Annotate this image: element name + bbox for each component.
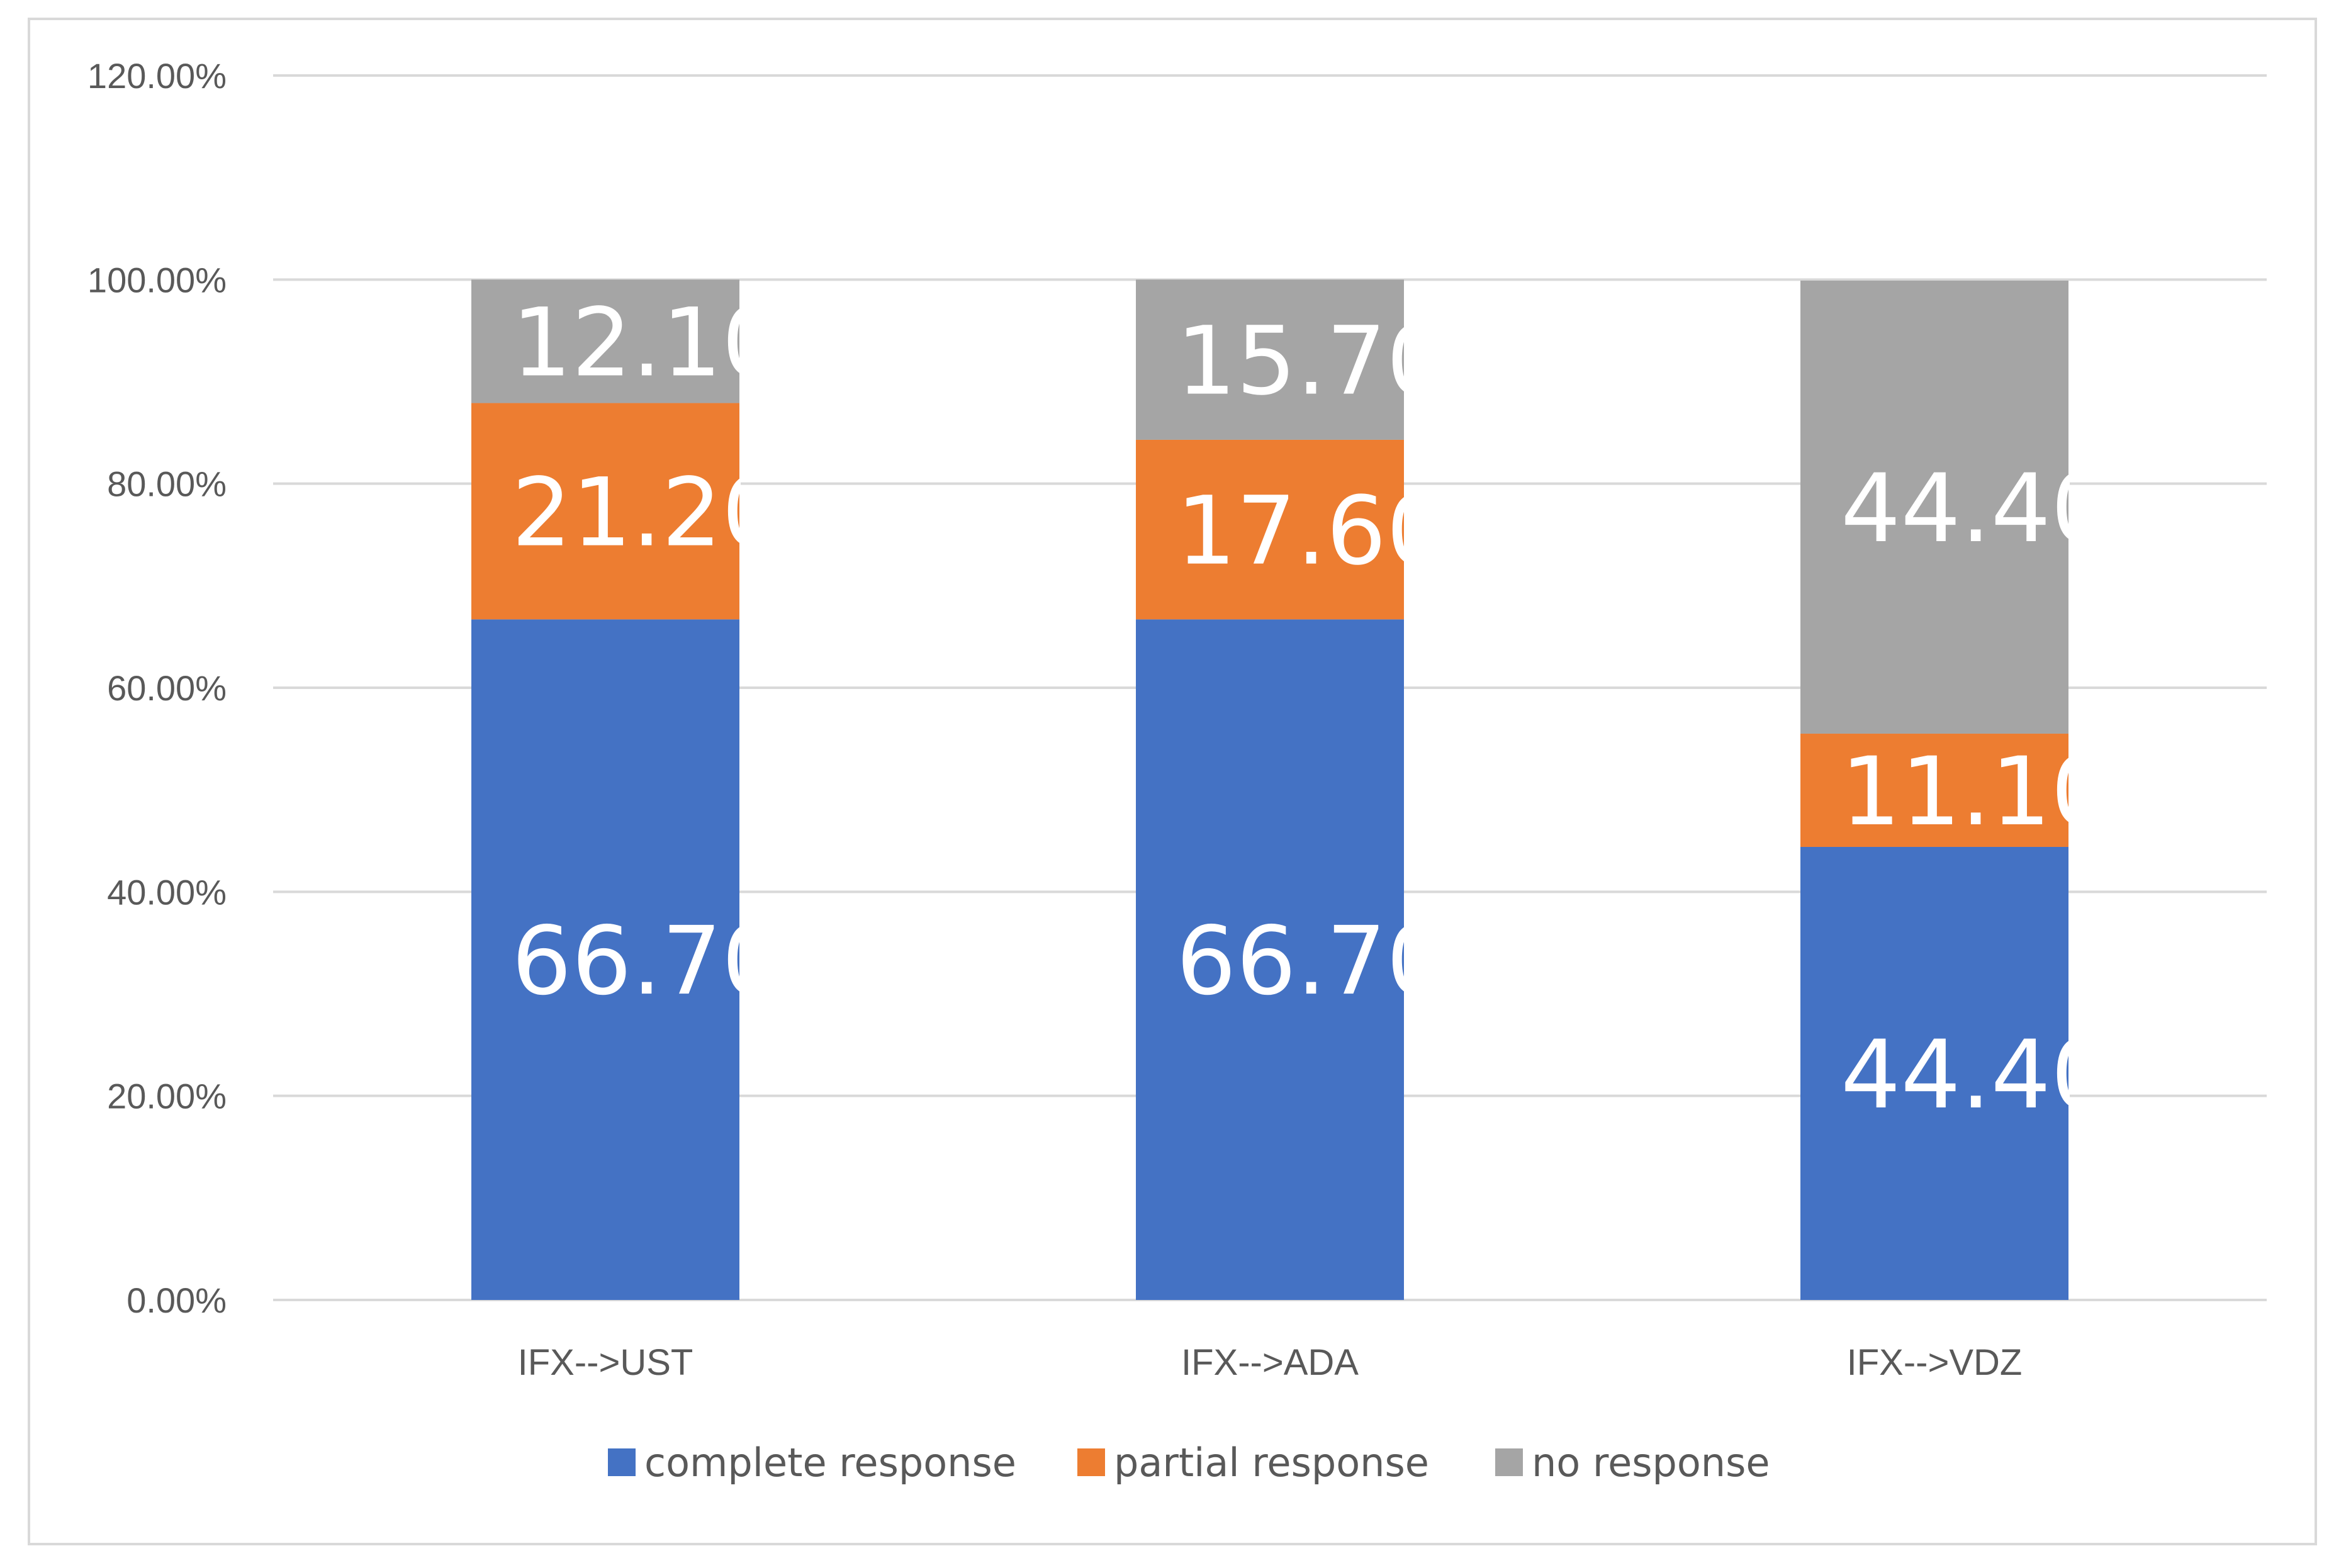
legend-label: no response xyxy=(1532,1440,1770,1486)
data-label: 21.20 xyxy=(512,458,782,568)
legend-label: partial response xyxy=(1114,1440,1429,1486)
data-labels: 66.70 21.20 12.10 66.70 17.60 15.70 44.40 11.10… xyxy=(512,288,2111,1130)
bar-segment xyxy=(1800,733,2068,847)
y-tick-label: 80.00% xyxy=(107,464,227,504)
y-axis-ticks: 0.00% 20.00% 40.00% 60.00% 80.00% 100.00% 120.… xyxy=(87,56,227,1320)
x-category-label: IFX-->VDZ xyxy=(1847,1342,2023,1383)
legend: complete response partial response no resp… xyxy=(608,1440,1770,1486)
bar-segment xyxy=(471,403,739,620)
bar-segment xyxy=(471,619,739,1300)
y-tick-label: 100.00% xyxy=(87,260,227,300)
bar-segment xyxy=(471,279,739,403)
y-tick-label: 0.00% xyxy=(126,1280,227,1320)
legend-swatch xyxy=(1077,1448,1105,1476)
data-label: 66.70 xyxy=(512,907,782,1016)
data-label: 44.40 xyxy=(1841,454,2111,564)
data-label: 12.10 xyxy=(512,288,782,398)
data-label: 66.70 xyxy=(1176,907,1446,1016)
x-axis-categories: IFX-->UST IFX-->ADA IFX-->VDZ xyxy=(518,1342,2023,1383)
legend-swatch xyxy=(1495,1448,1523,1476)
x-category-label: IFX-->UST xyxy=(518,1342,693,1383)
data-label: 17.60 xyxy=(1176,477,1446,586)
bar-segment xyxy=(1136,439,1404,620)
y-tick-label: 20.00% xyxy=(107,1077,227,1116)
legend-label: complete response xyxy=(644,1440,1016,1486)
data-label: 44.40 xyxy=(1841,1021,2111,1130)
y-tick-label: 40.00% xyxy=(107,872,227,912)
bar-segment xyxy=(1800,846,2068,1300)
bar-segment xyxy=(1136,619,1404,1300)
bar-segment xyxy=(1136,279,1404,440)
x-category-label: IFX-->ADA xyxy=(1181,1342,1359,1383)
bar-segment xyxy=(1800,280,2068,734)
data-label: 11.10 xyxy=(1841,737,2111,847)
data-label: 15.70 xyxy=(1176,307,1446,417)
y-tick-label: 120.00% xyxy=(87,56,227,96)
y-tick-label: 60.00% xyxy=(107,668,227,708)
bars xyxy=(471,279,2068,1300)
legend-swatch xyxy=(608,1448,636,1476)
